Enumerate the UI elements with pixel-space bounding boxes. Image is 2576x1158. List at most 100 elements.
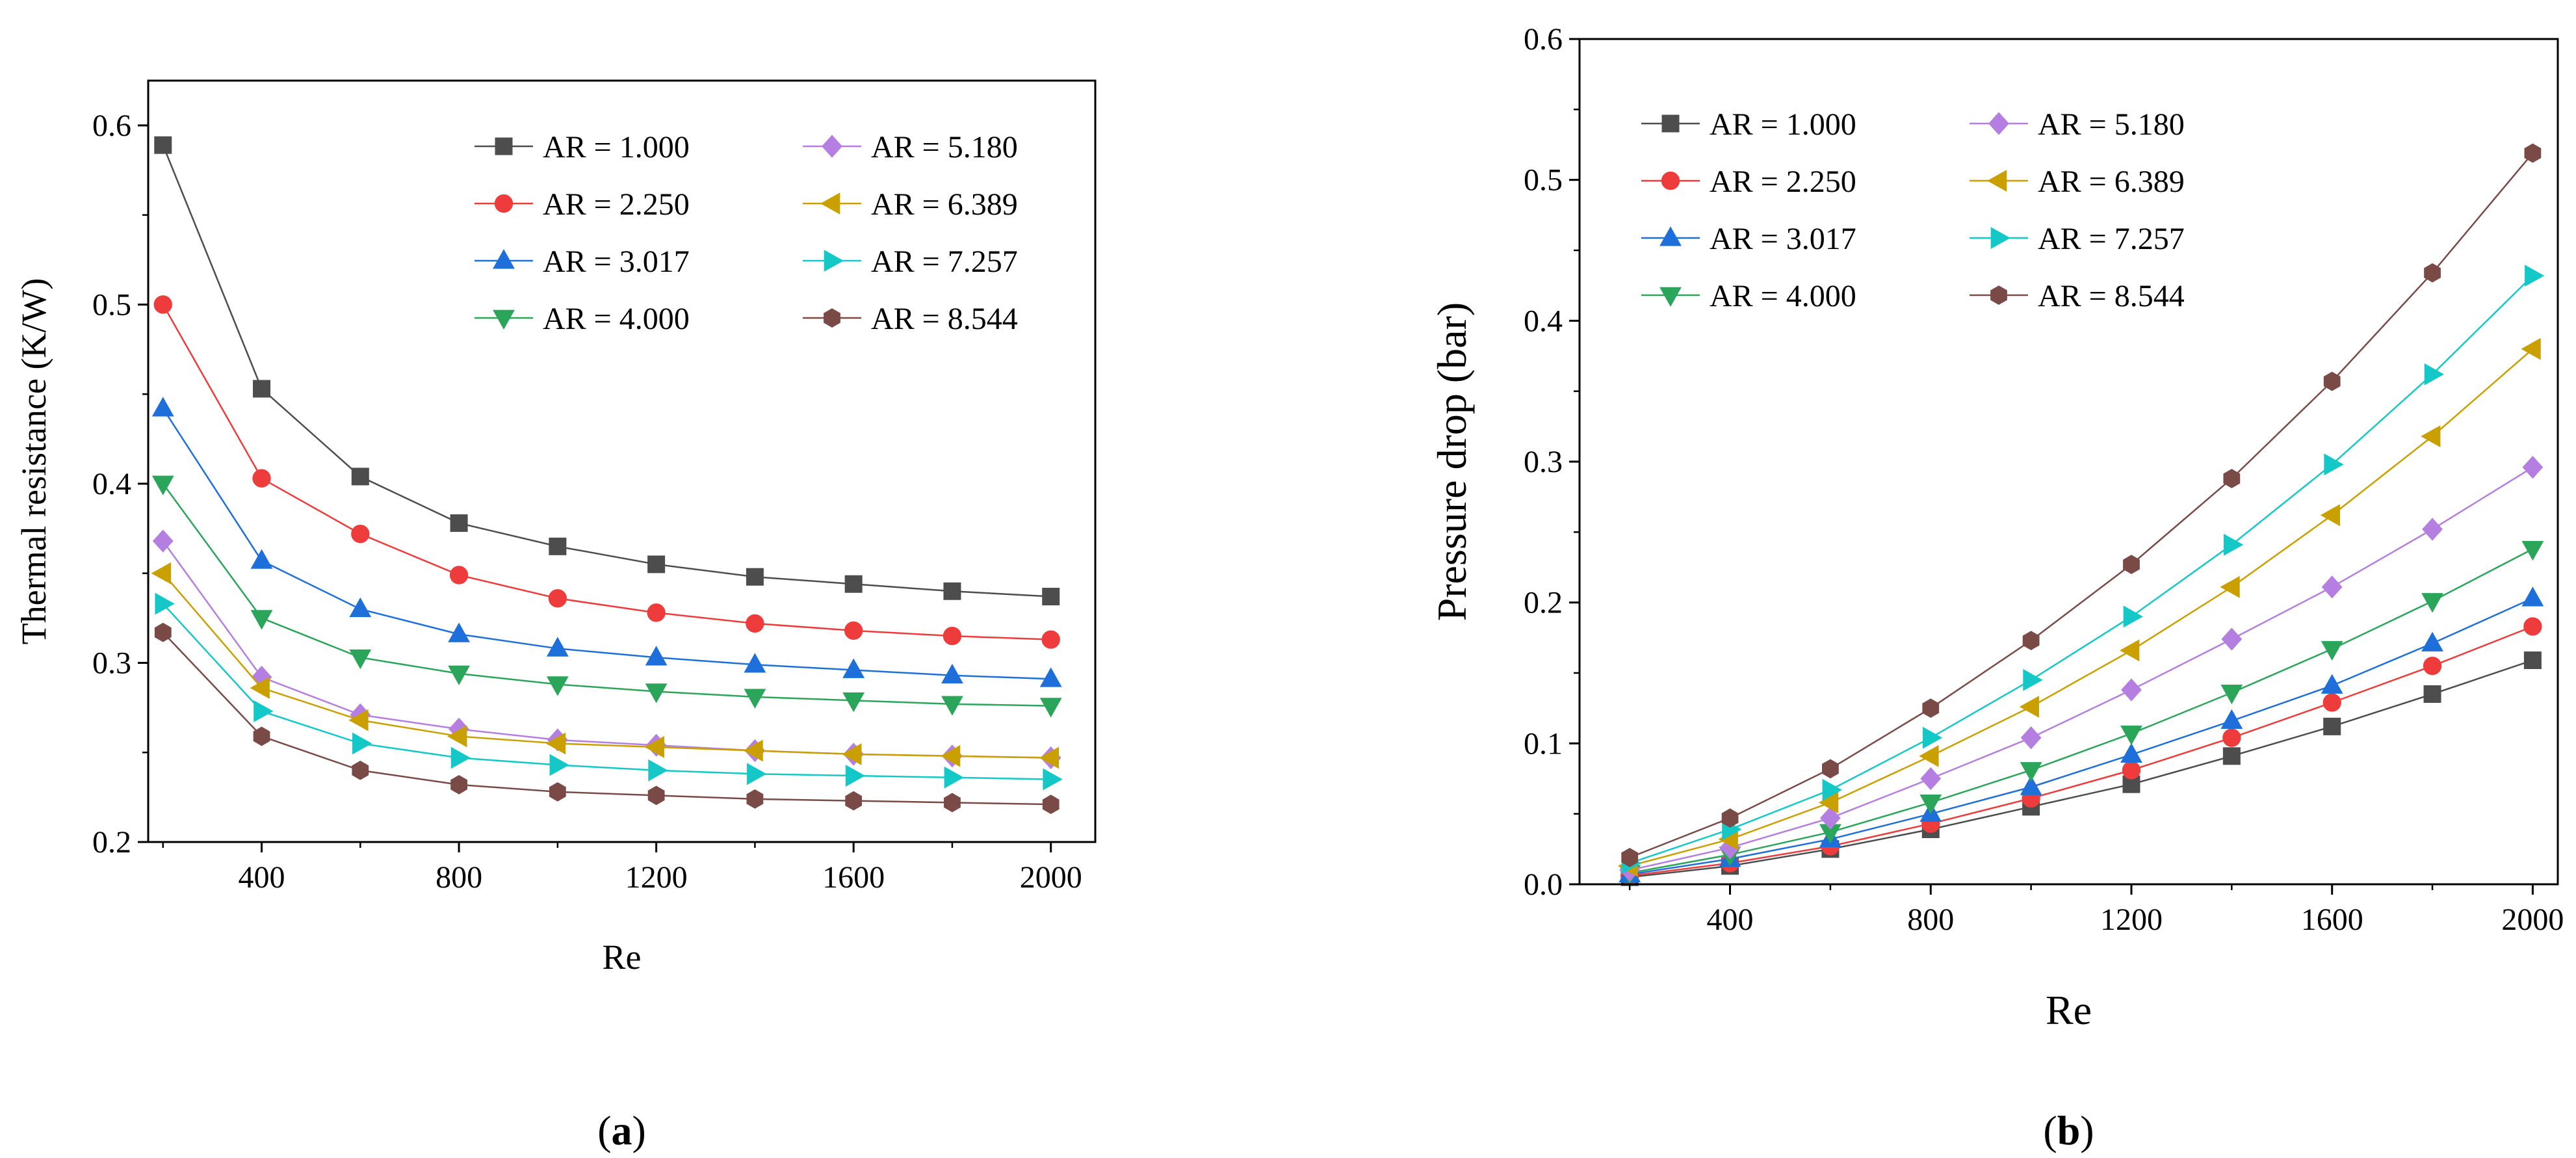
data-point bbox=[450, 746, 471, 769]
series-line bbox=[162, 144, 1051, 598]
data-point bbox=[154, 136, 172, 154]
data-point bbox=[351, 524, 370, 544]
data-point bbox=[447, 725, 467, 748]
legend-marker bbox=[1659, 287, 1682, 307]
data-point bbox=[744, 689, 766, 709]
data-point bbox=[250, 677, 270, 699]
panel-label: (b) bbox=[2043, 1107, 2094, 1153]
data-point bbox=[644, 736, 664, 758]
data-point bbox=[2424, 263, 2441, 283]
data-point bbox=[2421, 593, 2443, 613]
data-point bbox=[2020, 775, 2042, 795]
data-point bbox=[2524, 143, 2542, 163]
data-point bbox=[842, 743, 862, 765]
data-point bbox=[2322, 693, 2341, 712]
legend-item: AR = 3.017 bbox=[475, 244, 690, 279]
data-point bbox=[844, 575, 863, 593]
data-point bbox=[941, 744, 961, 767]
data-point bbox=[1042, 588, 1060, 606]
series-line bbox=[162, 408, 1051, 680]
legend-label: AR = 1.000 bbox=[1710, 107, 1856, 142]
data-point bbox=[645, 683, 668, 704]
data-point bbox=[2220, 709, 2243, 729]
data-point bbox=[746, 789, 764, 809]
data-point bbox=[2323, 371, 2341, 391]
data-point bbox=[549, 754, 569, 776]
data-point bbox=[1039, 746, 1060, 769]
data-point bbox=[153, 295, 172, 314]
data-point bbox=[1043, 768, 1063, 791]
data-point bbox=[648, 759, 668, 782]
data-point bbox=[2323, 717, 2341, 735]
panel-paren-close: ) bbox=[632, 1107, 646, 1153]
series-3 bbox=[151, 397, 1062, 687]
legend-marker bbox=[820, 192, 840, 215]
data-point bbox=[2221, 627, 2243, 651]
legend-label: AR = 7.257 bbox=[871, 244, 1018, 279]
data-point bbox=[348, 709, 369, 731]
data-point bbox=[1919, 795, 1942, 815]
data-point bbox=[548, 589, 567, 608]
data-point bbox=[2019, 696, 2039, 718]
legend-item: AR = 8.544 bbox=[1970, 279, 2185, 313]
series-line bbox=[162, 572, 1051, 759]
data-point bbox=[151, 397, 174, 417]
data-point bbox=[746, 614, 764, 633]
data-point bbox=[647, 555, 666, 573]
x-tick-label: 1600 bbox=[822, 860, 885, 895]
x-tick-label: 1600 bbox=[2301, 902, 2363, 937]
data-point bbox=[842, 658, 865, 678]
legend-label: AR = 2.250 bbox=[1710, 164, 1856, 199]
legend-item: AR = 1.000 bbox=[1641, 107, 1856, 142]
legend-label: AR = 8.544 bbox=[871, 302, 1018, 336]
data-point bbox=[2222, 728, 2241, 747]
data-point bbox=[2422, 518, 2443, 541]
data-point bbox=[352, 732, 372, 755]
data-point bbox=[1820, 806, 1841, 830]
data-point bbox=[352, 760, 369, 780]
series-line bbox=[162, 483, 1051, 707]
data-point bbox=[944, 793, 961, 813]
panel-label: (a) bbox=[597, 1107, 646, 1153]
series-3 bbox=[1619, 586, 2544, 883]
y-tick-label: 0.1 bbox=[1524, 726, 1563, 761]
data-point bbox=[2321, 640, 2343, 661]
legend-marker bbox=[1990, 285, 2007, 305]
legend-label: AR = 4.000 bbox=[543, 302, 690, 336]
data-point bbox=[2423, 685, 2441, 703]
data-point bbox=[450, 774, 467, 795]
data-point bbox=[546, 637, 569, 657]
data-point bbox=[2122, 761, 2141, 780]
data-point bbox=[2521, 337, 2541, 360]
legend-item: AR = 3.017 bbox=[1641, 222, 1856, 256]
data-point bbox=[2120, 639, 2140, 662]
data-point bbox=[2020, 726, 2042, 750]
legend-marker bbox=[824, 250, 844, 272]
data-point bbox=[2023, 668, 2043, 691]
data-point bbox=[2423, 657, 2442, 676]
legend-marker bbox=[822, 135, 842, 158]
data-point bbox=[844, 621, 863, 640]
data-point bbox=[351, 467, 369, 486]
data-point bbox=[2523, 617, 2542, 636]
data-point bbox=[845, 765, 866, 787]
series-4 bbox=[1619, 541, 2544, 885]
panel-letter: b bbox=[2057, 1107, 2081, 1153]
series-5 bbox=[1619, 456, 2543, 882]
legend-item: AR = 5.180 bbox=[803, 130, 1018, 164]
data-point bbox=[944, 766, 964, 789]
legend-marker bbox=[824, 308, 840, 328]
data-point bbox=[549, 782, 566, 802]
data-point bbox=[2521, 586, 2544, 607]
series-2 bbox=[153, 295, 1060, 649]
y-tick-label: 0.5 bbox=[1524, 163, 1563, 198]
legend-label: AR = 2.250 bbox=[543, 187, 690, 222]
data-point bbox=[842, 692, 865, 713]
data-point bbox=[2123, 605, 2143, 628]
series-line bbox=[1629, 275, 2534, 864]
legend-label: AR = 3.017 bbox=[1710, 222, 1856, 256]
data-point bbox=[746, 568, 764, 586]
series-line bbox=[162, 603, 1051, 780]
series-line bbox=[162, 631, 1051, 806]
legend-item: AR = 6.389 bbox=[1970, 164, 2185, 199]
